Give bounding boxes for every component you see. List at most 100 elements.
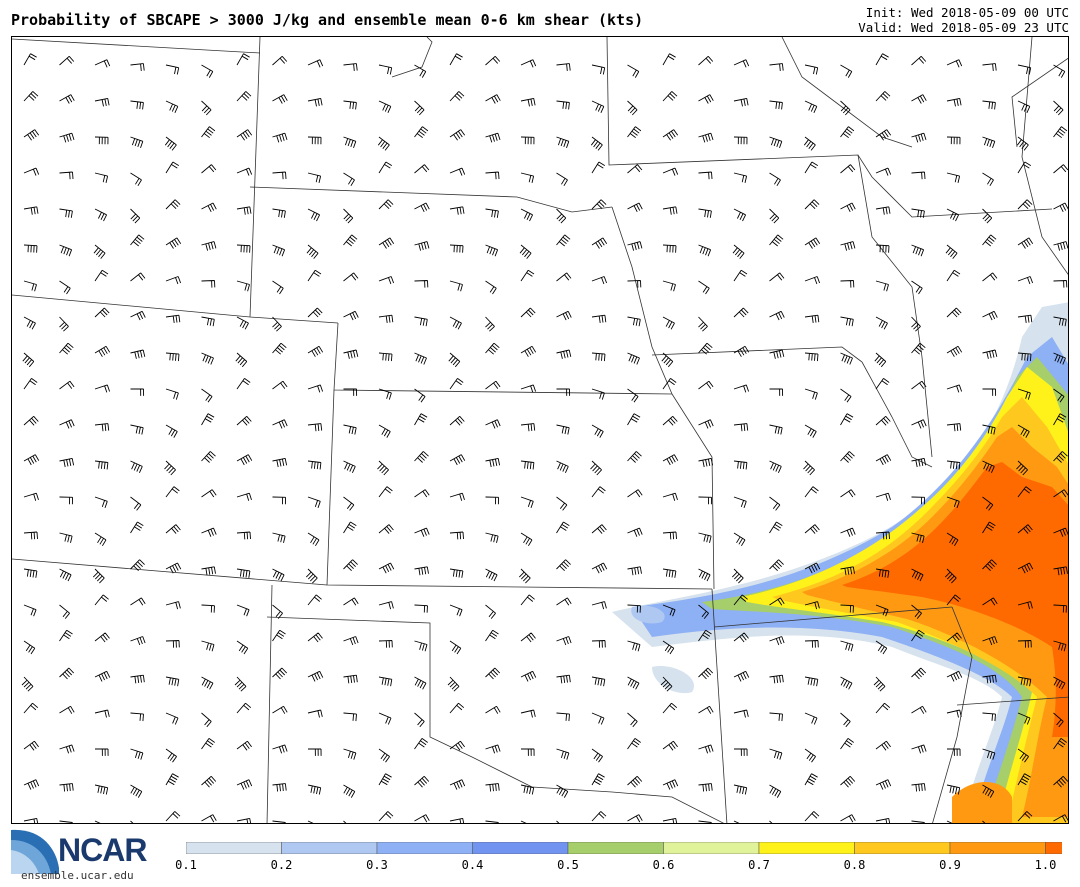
wind-barb — [804, 424, 817, 438]
wind-barb — [840, 451, 855, 463]
wind-barb — [59, 55, 75, 66]
wind-barb — [591, 640, 606, 648]
wind-barb — [414, 352, 427, 365]
boundary-line — [12, 294, 339, 324]
wind-barb — [840, 280, 855, 288]
wind-barb — [236, 167, 253, 176]
wind-barb — [201, 738, 215, 750]
colorbar-tick-label: 0.3 — [366, 858, 388, 872]
wind-barb — [447, 676, 460, 692]
wind-barb — [485, 783, 500, 792]
wind-barb — [485, 744, 501, 754]
wind-barb — [840, 604, 854, 613]
wind-barb — [911, 316, 921, 332]
wind-barb — [23, 702, 39, 714]
wind-barb — [201, 489, 217, 498]
boundary-line — [1021, 37, 1068, 275]
wind-barb — [733, 423, 749, 432]
wind-barb — [449, 568, 464, 578]
wind-barb — [520, 208, 534, 222]
wind-barb — [377, 136, 390, 151]
wind-barb — [1053, 64, 1066, 78]
ncar-logo — [11, 829, 59, 874]
wind-barb — [94, 784, 109, 795]
wind-barb — [449, 779, 466, 790]
wind-barb — [911, 419, 927, 429]
wind-barb — [769, 388, 784, 396]
wind-barb — [627, 352, 640, 365]
wind-barb — [201, 388, 213, 403]
wind-barb — [130, 208, 141, 224]
wind-barb — [236, 244, 251, 253]
wind-barb — [982, 748, 996, 760]
wind-barb — [804, 352, 819, 362]
wind-barb — [875, 415, 891, 426]
wind-barb — [343, 820, 347, 823]
wind-barb — [698, 94, 714, 104]
wind-barb — [414, 814, 430, 823]
wind-barb — [733, 136, 748, 145]
wind-barb — [449, 129, 466, 141]
wind-barb — [343, 272, 359, 282]
wind-barb — [804, 388, 818, 400]
wind-barb — [236, 568, 251, 578]
wind-barb — [414, 566, 429, 576]
wind-barb — [911, 667, 927, 680]
wind-barb — [911, 380, 927, 390]
wind-barb — [733, 307, 749, 318]
wind-barb — [627, 316, 641, 327]
wind-barb — [556, 136, 570, 149]
wind-barb — [731, 568, 744, 584]
wind-barb — [698, 820, 712, 823]
wind-barb — [556, 424, 570, 435]
wind-barb — [23, 280, 37, 292]
wind-barb — [875, 531, 890, 540]
wind-barb — [1053, 126, 1068, 139]
wind-barb — [59, 280, 71, 295]
wind-barb — [875, 568, 890, 578]
wind-barb — [591, 676, 606, 687]
boundary-line — [857, 154, 933, 458]
wind-barb — [165, 748, 177, 763]
wind-barb — [1053, 489, 1068, 498]
wind-barb — [840, 202, 856, 213]
wind-barb — [556, 597, 572, 606]
wind-barb — [840, 316, 854, 327]
wind-barb — [911, 568, 924, 582]
wind-barb — [201, 775, 217, 788]
wind-barb — [307, 97, 323, 107]
wind-barb — [485, 208, 499, 218]
wind-barb — [733, 345, 750, 357]
wind-barb — [307, 136, 322, 145]
wind-barb — [875, 702, 891, 714]
wind-barb — [873, 676, 886, 692]
wind-barb — [236, 604, 250, 617]
wind-barb — [662, 378, 677, 390]
wind-barb — [804, 562, 821, 574]
wind-barb — [449, 740, 465, 751]
wind-barb — [201, 814, 217, 823]
wind-barb — [520, 384, 537, 393]
wind-barb — [59, 705, 75, 714]
wind-barb — [520, 172, 535, 184]
boundary-line — [713, 606, 953, 628]
wind-barb — [733, 532, 746, 547]
wind-barb — [945, 244, 958, 259]
wind-barb — [1053, 738, 1067, 750]
wind-barb — [804, 64, 819, 75]
wind-barb — [485, 457, 501, 468]
wind-barb — [520, 269, 535, 282]
wind-barb — [1053, 566, 1068, 576]
wind-barb — [201, 64, 214, 78]
wind-barb — [485, 820, 499, 823]
wind-barb — [556, 272, 572, 282]
wind-barb — [698, 280, 710, 295]
valid-time: Valid: Wed 2018-05-09 23 UTC — [858, 20, 1069, 35]
wind-barb — [130, 136, 144, 149]
wind-barb — [733, 460, 748, 470]
wind-barb — [201, 241, 217, 251]
wind-barb — [448, 352, 461, 368]
wind-barb — [982, 172, 994, 187]
state-boundaries — [12, 37, 1068, 823]
colorbar — [186, 842, 1062, 854]
